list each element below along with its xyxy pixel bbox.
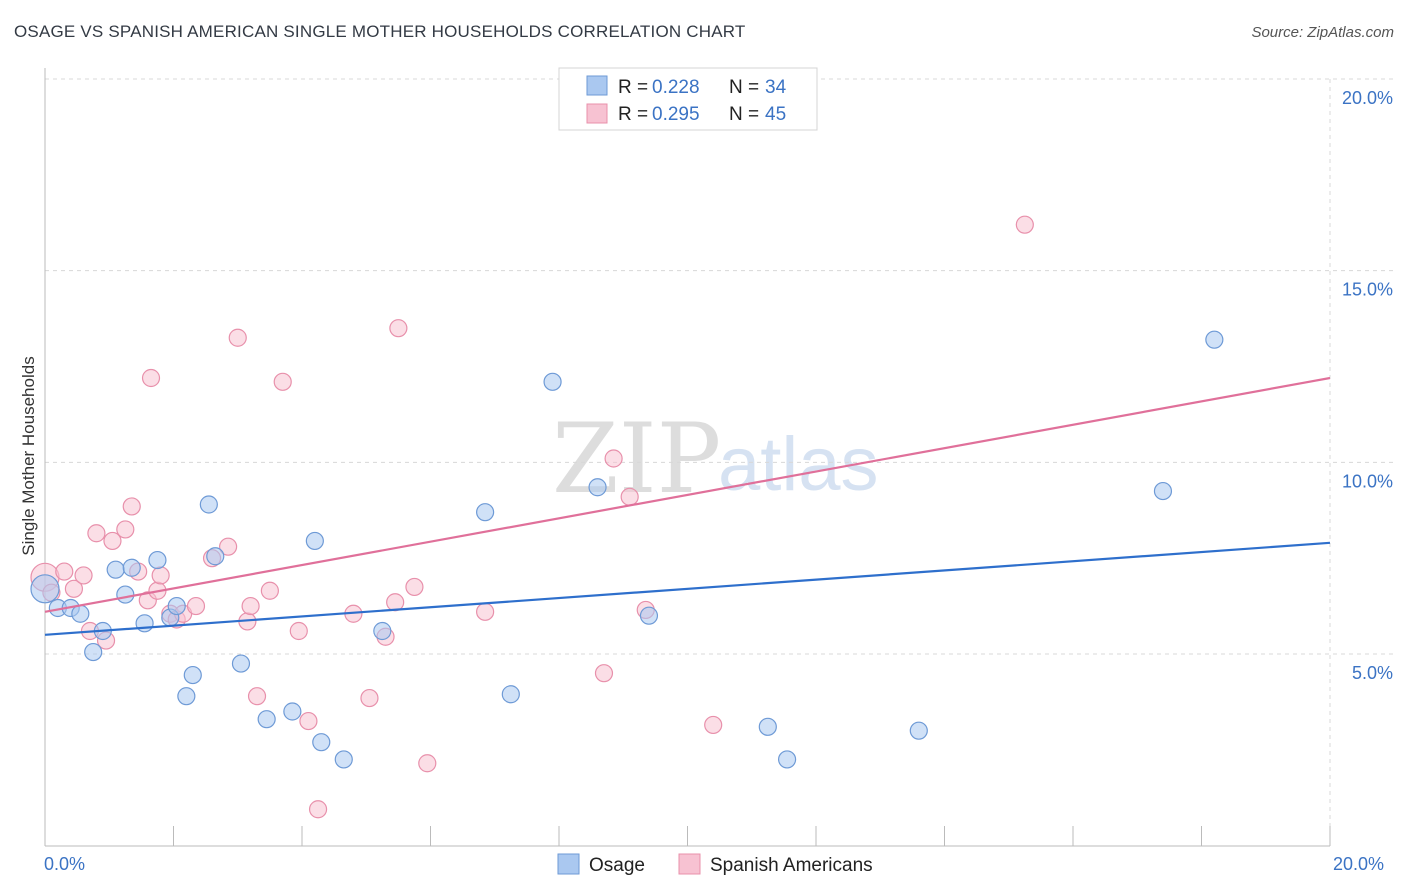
osage-point [30, 574, 60, 604]
osage-point [199, 495, 218, 514]
spanish-americans-point [418, 754, 437, 773]
spanish-americans-point [151, 566, 170, 585]
source-note: Source: ZipAtlas.com [1251, 24, 1394, 41]
osage-point [106, 560, 125, 579]
spanish-americans-point [360, 688, 379, 708]
osage-point [257, 710, 276, 729]
spanish-americans-point [260, 581, 279, 600]
spanish-americans-point [55, 562, 74, 581]
x-axis-ticks [44, 826, 1331, 846]
osage-point [1205, 330, 1224, 349]
spanish-americans-point [405, 577, 424, 597]
osage-point [777, 750, 797, 769]
spanish-americans-point [103, 531, 122, 551]
trend-line-osage [44, 541, 1331, 636]
stats-legend-swatch-osage [586, 75, 608, 96]
spanish-americans-point [87, 524, 106, 543]
spanish-americans-point [122, 497, 141, 516]
spanish-americans-point [74, 566, 93, 585]
spanish-americans-point [289, 621, 308, 641]
spanish-americans-point [141, 368, 161, 388]
spanish-americans-point [228, 328, 247, 347]
osage-point [476, 503, 495, 522]
stats-legend-n-value-spanish: 45 [765, 104, 786, 125]
stats-legend-r-value-spanish: 0.295 [652, 104, 700, 125]
stats-legend-r-label-spanish: R = [618, 104, 648, 125]
watermark: ZIP atlas [552, 403, 879, 515]
stats-legend-n-label-spanish: N = [729, 104, 759, 125]
series-osage-points [30, 330, 1224, 769]
spanish-americans-point [389, 319, 408, 338]
osage-point [758, 717, 777, 736]
osage-point [1153, 481, 1173, 501]
legend-label-osage: Osage [589, 855, 645, 876]
osage-point [543, 372, 562, 391]
spanish-americans-point [241, 596, 260, 616]
y-tick-label-5: 5.0% [1352, 663, 1393, 683]
osage-point [167, 596, 186, 616]
osage-point [909, 721, 928, 740]
osage-point [116, 585, 135, 604]
stats-legend-n-label-osage: N = [729, 77, 759, 98]
y-tick-label-10: 10.0% [1342, 471, 1393, 491]
osage-point [231, 654, 251, 673]
osage-point [501, 685, 520, 704]
trend-line-spanish-americans [44, 376, 1331, 613]
series-spanish-americans-points [30, 85, 1034, 819]
series-legend: Osage Spanish Americans [557, 853, 873, 876]
stats-legend-swatch-spanish [586, 103, 608, 124]
spanish-americans-point [476, 602, 495, 621]
chart-title: OSAGE VS SPANISH AMERICAN SINGLE MOTHER … [14, 22, 746, 41]
osage-point [334, 750, 353, 769]
y-axis-tick-labels: 5.0% 10.0% 15.0% 20.0% [1342, 88, 1393, 683]
spanish-americans-point [1015, 215, 1034, 234]
stats-legend-r-value-osage: 0.228 [652, 77, 700, 98]
x-tick-label-max: 20.0% [1333, 854, 1384, 874]
osage-point [206, 547, 225, 566]
spanish-americans-point [219, 537, 238, 556]
legend-swatch-spanish [678, 853, 701, 875]
spanish-americans-point [299, 711, 318, 731]
stats-legend-n-value-osage: 34 [765, 77, 787, 98]
osage-point [373, 621, 392, 641]
osage-point [283, 702, 302, 721]
spanish-americans-point [186, 596, 206, 616]
osage-point [122, 558, 141, 577]
y-axis-title: Single Mother Households [19, 356, 38, 555]
spanish-americans-point [620, 487, 639, 506]
osage-point [305, 531, 324, 551]
osage-point [588, 478, 607, 497]
y-tick-label-15: 15.0% [1342, 280, 1393, 300]
osage-point [84, 642, 103, 662]
spanish-americans-point [604, 449, 623, 468]
spanish-americans-point [273, 372, 292, 391]
spanish-americans-point [116, 520, 135, 539]
stats-legend-r-label-osage: R = [618, 77, 648, 98]
osage-point [183, 665, 202, 685]
osage-point [148, 550, 167, 570]
osage-point [312, 733, 331, 752]
spanish-americans-point [386, 593, 405, 612]
legend-swatch-osage [557, 853, 580, 875]
spanish-americans-point [64, 579, 84, 598]
osage-point [639, 606, 659, 625]
x-tick-label-min: 0.0% [44, 854, 85, 874]
legend-label-spanish: Spanish Americans [710, 855, 873, 876]
spanish-americans-point [247, 687, 267, 706]
osage-point [71, 604, 90, 623]
spanish-americans-point [704, 715, 723, 735]
osage-point [177, 687, 196, 706]
spanish-americans-point [308, 800, 328, 819]
stats-legend: R = 0.228 N = 34 R = 0.295 N = 45 [558, 67, 818, 131]
osage-point [135, 614, 154, 633]
spanish-americans-point [594, 664, 614, 683]
y-tick-label-20: 20.0% [1342, 88, 1393, 108]
